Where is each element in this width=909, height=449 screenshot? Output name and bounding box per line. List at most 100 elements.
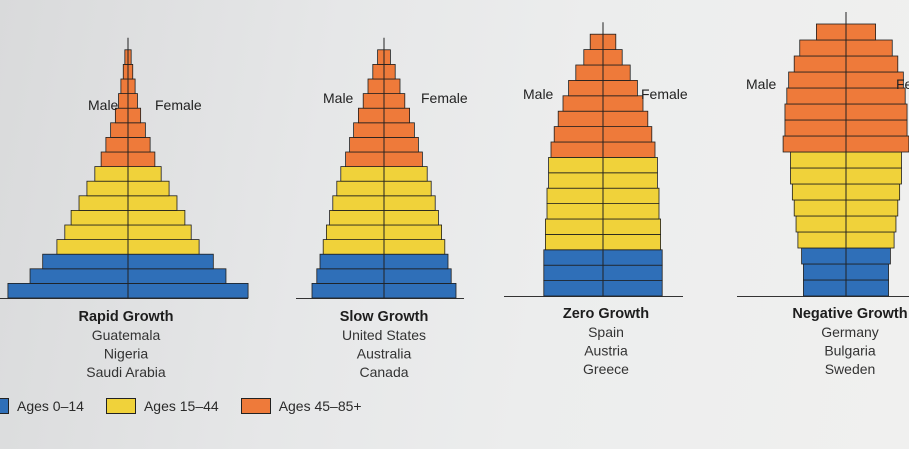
male-bar (7, 282, 129, 299)
male-bar (548, 172, 604, 189)
male-bar (786, 87, 847, 105)
female-bar (383, 209, 439, 226)
female-label: Female (896, 76, 909, 92)
female-bar (845, 215, 897, 233)
male-bar (322, 239, 385, 255)
male-bar (589, 33, 604, 51)
female-bar (383, 78, 401, 95)
country-label: Greece (583, 361, 629, 377)
female-bar (127, 107, 142, 124)
female-bar (845, 71, 904, 89)
female-bar (602, 126, 653, 143)
male-bar (790, 151, 847, 169)
female-bar (845, 247, 891, 265)
female-bar (383, 166, 428, 182)
male-bar (793, 55, 847, 73)
male-bar (332, 195, 385, 211)
male-bar (70, 209, 129, 226)
male-bar (568, 80, 604, 97)
female-bar (602, 280, 663, 297)
female-bar (127, 78, 136, 95)
legend-item-ages-15-44: Ages 15–44 (105, 398, 219, 414)
female-bar (383, 64, 396, 80)
male-bar (120, 78, 129, 95)
female-bar (383, 122, 415, 138)
female-bar (845, 263, 889, 281)
male-bar (816, 23, 847, 41)
country-label: Nigeria (104, 346, 149, 362)
male-bar (357, 107, 385, 124)
male-bar (29, 268, 129, 284)
female-bar (383, 93, 406, 109)
female-bar (383, 180, 432, 197)
male-bar (372, 64, 385, 80)
male-bar (557, 110, 604, 127)
legend: Ages 0–14 Ages 15–44 Ages 45–85+ (0, 392, 384, 420)
male-bar (325, 224, 385, 241)
male-bar (64, 224, 129, 241)
male-bar (110, 122, 129, 138)
female-bar (602, 233, 661, 251)
pyramid-zero-growth: Male Female Zero Growth Spain Austria Greece (504, 22, 688, 377)
male-bar (362, 93, 385, 109)
female-bar (602, 95, 644, 112)
male-bar (319, 253, 385, 270)
male-bar (583, 49, 604, 66)
pyramid-negative-growth: Male Female Negative Growth Germany Bulgaria… (737, 12, 909, 377)
female-bar (383, 224, 442, 241)
pyramid-title: Zero Growth (563, 306, 649, 322)
female-bar (845, 151, 902, 169)
female-bar (602, 33, 617, 51)
legend-label: Ages 45–85+ (278, 398, 362, 414)
female-bar (845, 231, 895, 249)
female-bar (383, 268, 452, 284)
male-bar (122, 64, 129, 80)
female-bar (127, 282, 249, 299)
country-label: Sweden (825, 361, 876, 377)
male-bar (311, 282, 385, 299)
male-bar (546, 203, 604, 220)
male-bar (793, 199, 847, 217)
male-bar (100, 151, 129, 168)
female-bar (127, 195, 178, 211)
female-bar (602, 64, 631, 81)
male-bar (349, 136, 385, 153)
female-bar (383, 136, 419, 153)
female-bar (602, 249, 663, 266)
male-bar (550, 141, 604, 158)
pyramid-title: Slow Growth (340, 309, 429, 325)
female-bar (383, 282, 457, 299)
legend-item-ages-45-85: Ages 45–85+ (240, 398, 362, 414)
pyramid-title: Negative Growth (792, 306, 907, 322)
country-label: Germany (821, 324, 879, 340)
female-bar (127, 239, 200, 255)
male-label: Male (746, 76, 777, 92)
female-bar (383, 239, 446, 255)
male-bar (78, 195, 129, 211)
female-label: Female (155, 97, 202, 113)
male-bar (316, 268, 385, 284)
male-bar (545, 233, 604, 251)
female-bar (383, 253, 449, 270)
male-bar (801, 247, 847, 265)
country-label: Australia (357, 346, 412, 362)
male-bar (329, 209, 385, 226)
female-bar (602, 156, 658, 174)
female-bar (602, 80, 638, 97)
legend-swatch-orange (240, 398, 271, 414)
male-bar (799, 39, 847, 57)
country-label: Austria (584, 343, 628, 359)
female-bar (845, 23, 877, 41)
country-label: Guatemala (92, 327, 161, 343)
male-bar (791, 183, 847, 201)
male-label: Male (523, 86, 554, 102)
male-bar (795, 215, 847, 233)
male-bar (377, 49, 385, 65)
female-bar (127, 268, 227, 284)
male-bar (803, 263, 847, 281)
female-bar (845, 199, 899, 217)
male-label: Male (323, 90, 354, 106)
female-bar (845, 103, 908, 121)
country-label: Spain (588, 324, 624, 340)
